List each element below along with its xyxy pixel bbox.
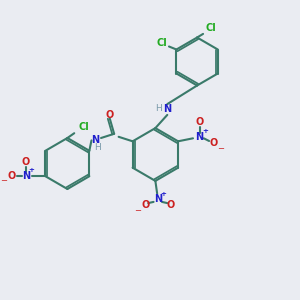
- Text: O: O: [106, 110, 114, 120]
- Text: N: N: [22, 171, 30, 181]
- Text: +: +: [28, 167, 34, 173]
- Text: O: O: [210, 138, 218, 148]
- Text: O: O: [195, 117, 204, 128]
- Text: O: O: [166, 200, 174, 211]
- Text: −: −: [134, 206, 141, 215]
- Text: Cl: Cl: [206, 23, 216, 33]
- Text: N: N: [163, 104, 171, 115]
- Text: N: N: [154, 194, 162, 205]
- Text: H: H: [94, 142, 101, 152]
- Text: N: N: [196, 132, 204, 142]
- Text: H: H: [156, 103, 162, 112]
- Text: +: +: [160, 191, 166, 197]
- Text: Cl: Cl: [78, 122, 89, 132]
- Text: O: O: [141, 200, 149, 211]
- Text: −: −: [217, 144, 224, 153]
- Text: O: O: [22, 157, 30, 166]
- Text: −: −: [1, 176, 7, 185]
- Text: Cl: Cl: [156, 38, 167, 48]
- Text: +: +: [202, 128, 208, 134]
- Text: O: O: [8, 171, 16, 181]
- Text: N: N: [92, 135, 100, 146]
